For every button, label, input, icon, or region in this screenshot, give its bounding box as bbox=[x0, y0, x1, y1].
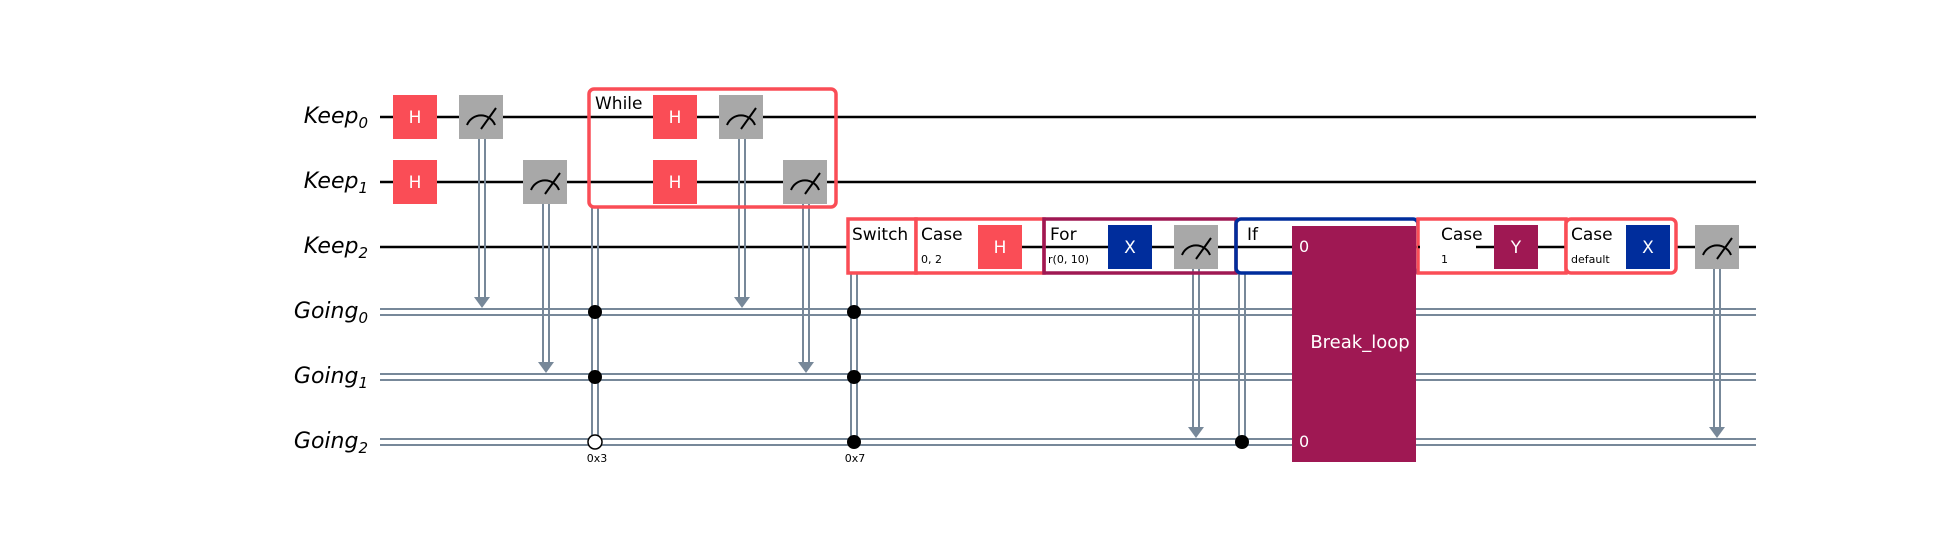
for-label: For bbox=[1050, 225, 1077, 245]
svg-text:H: H bbox=[409, 108, 422, 128]
measure-gate bbox=[523, 160, 567, 204]
control-dot-filled bbox=[847, 435, 861, 449]
h-gate: H bbox=[393, 160, 437, 204]
control-dot-filled bbox=[847, 305, 861, 319]
wire-label-index: 1 bbox=[358, 179, 368, 197]
wire-label-going-1: Going1 bbox=[294, 364, 368, 392]
measure-meter-icon bbox=[790, 179, 820, 191]
svg-text:H: H bbox=[994, 238, 1007, 258]
h-gate: H bbox=[393, 95, 437, 139]
h-gate: H bbox=[978, 225, 1022, 269]
switch-control: 0x7 bbox=[845, 273, 866, 465]
control-dot-filled bbox=[588, 370, 602, 384]
case-values: 0, 2 bbox=[921, 253, 942, 266]
for-range: r(0, 10) bbox=[1048, 253, 1089, 266]
wire-label-index: 0 bbox=[358, 114, 368, 132]
if-label: If bbox=[1247, 225, 1259, 245]
wire-label-index: 2 bbox=[358, 439, 368, 457]
wire-label-name: Keep bbox=[304, 169, 359, 194]
measure-meter-icon bbox=[1181, 244, 1211, 256]
break-bottom-index: 0 bbox=[1299, 432, 1309, 451]
measure-link-while-keep1-going1 bbox=[798, 200, 814, 373]
case-values: default bbox=[1571, 253, 1610, 266]
wire-label-going-0: Going0 bbox=[294, 299, 368, 327]
wire-label-index: 1 bbox=[358, 374, 368, 392]
break-top-index: 0 bbox=[1299, 237, 1309, 256]
measure-meter-icon bbox=[466, 114, 496, 126]
x-gate: X bbox=[1108, 225, 1152, 269]
case-block-3: Case default X bbox=[1564, 217, 1678, 275]
svg-text:H: H bbox=[669, 173, 682, 193]
control-dot-filled bbox=[588, 305, 602, 319]
wire-label-name: Going bbox=[294, 364, 359, 389]
break-loop-box bbox=[1292, 226, 1416, 462]
case-label: Case bbox=[1571, 225, 1613, 245]
wire-label-index: 0 bbox=[358, 309, 368, 327]
break-loop-block: 0 Break_loop 0 bbox=[1292, 226, 1416, 462]
measure-gate bbox=[1174, 225, 1218, 269]
control-dot-open bbox=[587, 434, 603, 450]
measure-gate bbox=[719, 95, 763, 139]
wire-labels: Keep0 Keep1 Keep2 Going0 Going1 Going2 bbox=[294, 104, 368, 457]
switch-label: Switch bbox=[852, 225, 908, 245]
measure-link-keep1-going1 bbox=[538, 200, 554, 373]
wire-label-keep-1: Keep1 bbox=[304, 169, 368, 197]
wire-label-name: Keep bbox=[304, 104, 359, 129]
while-condition-label: 0x3 bbox=[587, 452, 608, 465]
while-label: While bbox=[595, 94, 643, 114]
if-control bbox=[1235, 273, 1249, 449]
svg-text:H: H bbox=[409, 173, 422, 193]
wire-label-keep-2: Keep2 bbox=[304, 234, 368, 262]
h-gate: H bbox=[653, 95, 697, 139]
measure-link-while-keep0-going0 bbox=[734, 135, 750, 308]
measure-gate bbox=[783, 160, 827, 204]
switch-box bbox=[846, 217, 918, 275]
control-dot-filled bbox=[1235, 435, 1249, 449]
case-label: Case bbox=[1441, 225, 1483, 245]
wire-label-keep-0: Keep0 bbox=[304, 104, 368, 132]
control-dot-filled bbox=[847, 370, 861, 384]
case-block-2: Case 1 Y bbox=[1416, 217, 1568, 275]
measure-link-keep2-going2 bbox=[1188, 265, 1204, 438]
wire-label-index: 2 bbox=[358, 244, 368, 262]
measure-link-keep0-going0 bbox=[474, 135, 490, 308]
wire-label-name: Keep bbox=[304, 234, 359, 259]
classical-wire-going-0 bbox=[380, 308, 1756, 316]
svg-text:H: H bbox=[669, 108, 682, 128]
measure-gate bbox=[459, 95, 503, 139]
switch-block: Switch Case 0, 2 H bbox=[846, 217, 1046, 275]
wire-label-name: Going bbox=[294, 429, 359, 454]
for-block: For r(0, 10) X bbox=[1042, 217, 1238, 275]
break-loop-label: Break_loop bbox=[1310, 332, 1409, 353]
measure-meter-icon bbox=[1702, 244, 1732, 256]
wire-label-going-2: Going2 bbox=[294, 429, 368, 457]
while-control: 0x3 bbox=[587, 208, 608, 465]
svg-text:X: X bbox=[1124, 238, 1136, 258]
while-block: While H H bbox=[587, 87, 838, 209]
wire-label-name: Going bbox=[294, 299, 359, 324]
switch-value-label: 0x7 bbox=[845, 452, 866, 465]
measure-meter-icon bbox=[530, 179, 560, 191]
measure-link-final-keep2-going2 bbox=[1709, 265, 1725, 438]
measure-gate bbox=[1695, 225, 1739, 269]
x-gate: X bbox=[1626, 225, 1670, 269]
svg-text:Y: Y bbox=[1510, 238, 1522, 258]
while-box-outline bbox=[587, 87, 838, 209]
classical-wire-going-2 bbox=[380, 438, 1756, 446]
h-gate: H bbox=[653, 160, 697, 204]
y-gate: Y bbox=[1494, 225, 1538, 269]
svg-text:X: X bbox=[1642, 238, 1654, 258]
classical-wires bbox=[380, 308, 1756, 446]
case-label: Case bbox=[921, 225, 963, 245]
measurement-links bbox=[474, 135, 1725, 438]
measure-meter-icon bbox=[726, 114, 756, 126]
classical-wire-going-1 bbox=[380, 373, 1756, 381]
case-values: 1 bbox=[1441, 253, 1448, 266]
